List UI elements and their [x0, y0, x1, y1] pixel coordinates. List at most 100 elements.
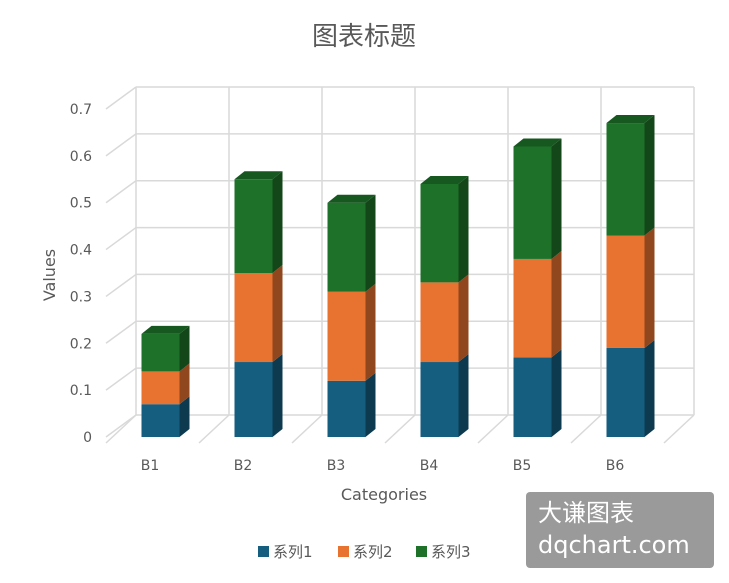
- floor-diagonal: [198, 414, 230, 444]
- bar-side: [458, 354, 469, 437]
- bar-front: [327, 202, 366, 292]
- bar-top: [141, 325, 190, 334]
- side-wall-diagonal: [105, 133, 137, 157]
- bar-front: [234, 179, 273, 273]
- side-wall-diagonal: [105, 320, 137, 344]
- bar-side: [458, 274, 469, 363]
- bar-segment-B4-系列1: [420, 354, 469, 437]
- legend-swatch: [258, 546, 269, 557]
- bar-front: [420, 362, 459, 437]
- bar-segment-B3-系列1: [327, 372, 376, 437]
- bar-front: [141, 333, 180, 372]
- bar-segment-B2-系列1: [234, 354, 283, 437]
- bar-side: [272, 354, 283, 437]
- legend-label: 系列3: [431, 543, 471, 561]
- bar-segment-B4-系列2: [420, 274, 469, 363]
- y-tick-label: 0.4: [70, 243, 92, 259]
- bar-side: [365, 194, 376, 292]
- bar-segment-B6-系列2: [606, 227, 655, 348]
- bar-side: [272, 265, 283, 363]
- legend-swatch: [416, 546, 427, 557]
- bar-front: [234, 273, 273, 363]
- bar-side: [551, 138, 562, 259]
- bar-side: [644, 339, 655, 437]
- bar-side: [551, 250, 562, 358]
- bar-side: [551, 349, 562, 437]
- floor-diagonal: [477, 414, 509, 444]
- x-tick-label: B3: [327, 458, 346, 474]
- bar-front: [606, 235, 645, 348]
- gridlines: [105, 86, 694, 438]
- x-tick-label: B6: [606, 458, 625, 474]
- watermark-line2: dqchart.com: [538, 531, 690, 559]
- bar-top: [420, 175, 469, 184]
- bar-side: [458, 175, 469, 283]
- x-axis-title: Categories: [341, 485, 427, 504]
- y-tick-label: 0.6: [70, 149, 92, 165]
- bar-segment-B2-系列3: [234, 171, 283, 273]
- floor-diagonal: [291, 414, 323, 444]
- bar-top: [606, 115, 655, 124]
- bar-segment-B5-系列3: [513, 138, 562, 259]
- side-wall-diagonal: [105, 414, 137, 438]
- bar-front: [234, 362, 273, 437]
- floor-diagonal: [105, 414, 137, 444]
- x-tick-label: B1: [141, 458, 160, 474]
- legend: 系列1 系列2 系列3: [258, 543, 471, 561]
- bar-segment-B3-系列3: [327, 194, 376, 292]
- bar-segment-B6-系列1: [606, 339, 655, 437]
- bar-side: [644, 227, 655, 348]
- legend-item: 系列3: [416, 543, 471, 561]
- side-wall-diagonal: [105, 180, 137, 204]
- bar-front: [141, 404, 180, 437]
- bar-front: [420, 183, 459, 283]
- bar-front: [420, 282, 459, 363]
- x-tick-label: B4: [420, 458, 439, 474]
- x-axis-ticks: B1 B2 B3 B4 B5 B6: [141, 458, 625, 474]
- floor-diagonal: [570, 414, 602, 444]
- bar-front: [513, 357, 552, 437]
- bar-segment-B1-系列3: [141, 325, 190, 372]
- bar-side: [272, 171, 283, 273]
- y-tick-label: 0: [83, 430, 92, 446]
- y-tick-label: 0.5: [70, 196, 92, 212]
- bar-side: [365, 372, 376, 437]
- watermark-background: [526, 492, 714, 568]
- y-tick-label: 0.3: [70, 289, 92, 305]
- floor-diagonal: [663, 414, 695, 444]
- bar-segment-B1-系列1: [141, 396, 190, 437]
- bars: [141, 115, 655, 437]
- bar-side: [179, 363, 190, 405]
- bar-front: [327, 291, 366, 381]
- side-wall-diagonal: [105, 367, 137, 391]
- bar-segment-B5-系列1: [513, 349, 562, 437]
- side-wall-diagonal: [105, 86, 137, 110]
- chart-title: 图表标题: [312, 22, 416, 52]
- y-tick-label: 0.1: [70, 383, 92, 399]
- legend-item: 系列2: [338, 543, 393, 561]
- bar-front: [606, 123, 645, 236]
- legend-swatch: [338, 546, 349, 557]
- bar-top: [327, 194, 376, 203]
- bar-top: [513, 138, 562, 147]
- bar-front: [606, 347, 645, 437]
- watermark-line1: 大谦图表: [538, 499, 634, 527]
- bar-front: [141, 371, 180, 405]
- legend-label: 系列2: [353, 543, 393, 561]
- legend-item: 系列1: [258, 543, 313, 561]
- bar-side: [179, 396, 190, 437]
- x-tick-label: B5: [513, 458, 532, 474]
- x-tick-label: B2: [234, 458, 253, 474]
- bar-side: [179, 325, 190, 372]
- bar-front: [513, 146, 552, 259]
- bar-top: [234, 171, 283, 180]
- y-axis-ticks: 0 0.1 0.2 0.3 0.4 0.5 0.6 0.7: [70, 102, 92, 446]
- side-wall-diagonal: [105, 226, 137, 251]
- bar-segment-B1-系列2: [141, 363, 190, 405]
- y-tick-label: 0.7: [70, 102, 92, 118]
- side-wall-diagonal: [105, 273, 137, 298]
- bar-side: [644, 115, 655, 236]
- chart-walls: [105, 87, 695, 444]
- y-tick-label: 0.2: [70, 336, 92, 352]
